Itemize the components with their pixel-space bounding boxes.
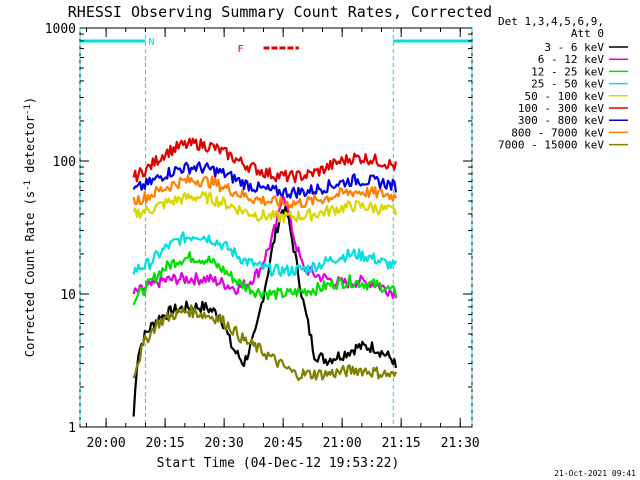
y-axis-label-sup-2: -1 xyxy=(23,104,33,115)
series-line-7 xyxy=(132,174,398,210)
series-line-3 xyxy=(132,231,398,277)
x-tick-label-2: 20:30 xyxy=(205,436,244,451)
y-axis-label-part-a: Corrected Count Rate (s xyxy=(23,191,37,357)
x-tick-label-4: 21:00 xyxy=(323,436,362,451)
x-tick-label-1: 20:15 xyxy=(146,436,185,451)
legend-header-line-2: Att 0 xyxy=(571,27,604,40)
legend-label-5: 100 - 300 keV xyxy=(518,102,604,115)
legend-label-4: 50 - 100 keV xyxy=(525,90,605,103)
x-tick-label-0: 20:00 xyxy=(87,436,126,451)
x-axis-label: Start Time (04-Dec-12 19:53:22) xyxy=(157,456,400,471)
axis-layer: 1 10 100 1000 20:00 20:15 20:30 20:45 21:00 21:15… xyxy=(45,22,480,451)
x-tick-label-5: 21:15 xyxy=(382,436,421,451)
y-tick-label-0: 1 xyxy=(68,421,76,436)
legend-label-3: 25 - 50 keV xyxy=(531,78,604,91)
y-tick-label-2: 100 xyxy=(53,155,76,170)
series-line-6 xyxy=(132,161,398,199)
series-line-4 xyxy=(132,191,398,224)
y-axis-label-part-b: detector xyxy=(23,115,37,180)
flare-label: F xyxy=(237,44,243,55)
y-axis-label-sup-1: -1 xyxy=(23,180,33,191)
series-line-5 xyxy=(132,137,398,184)
legend-label-1: 6 - 12 keV xyxy=(538,53,605,66)
saa-label: N xyxy=(148,37,154,48)
x-tick-label-3: 20:45 xyxy=(264,436,303,451)
y-axis-label: Corrected Count Rate (s-1 detector-1) xyxy=(23,97,37,357)
chart-title: RHESSI Observing Summary Count Rates, Co… xyxy=(68,3,492,21)
annotation-layer: NF xyxy=(79,28,473,427)
y-tick-label-3: 1000 xyxy=(45,22,76,37)
series-line-1 xyxy=(132,196,398,299)
y-axis-label-part-c: ) xyxy=(23,97,37,104)
series-line-0 xyxy=(132,204,398,417)
legend-label-6: 300 - 800 keV xyxy=(518,114,604,127)
series-line-8 xyxy=(132,304,398,382)
series-layer xyxy=(132,137,398,417)
x-tick-label-6: 21:30 xyxy=(441,436,480,451)
legend-label-8: 7000 - 15000 keV xyxy=(498,139,604,152)
date-stamp: 21-Oct-2021 09:41 xyxy=(554,469,636,478)
legend-label-7: 800 - 7000 keV xyxy=(511,126,604,139)
legend-label-0: 3 - 6 keV xyxy=(544,41,604,54)
legend-label-2: 12 - 25 keV xyxy=(531,65,604,78)
legend-header-line-1: Det 1,3,4,5,6,9, xyxy=(498,15,604,28)
y-tick-label-1: 10 xyxy=(60,288,76,303)
series-line-2 xyxy=(132,251,398,306)
